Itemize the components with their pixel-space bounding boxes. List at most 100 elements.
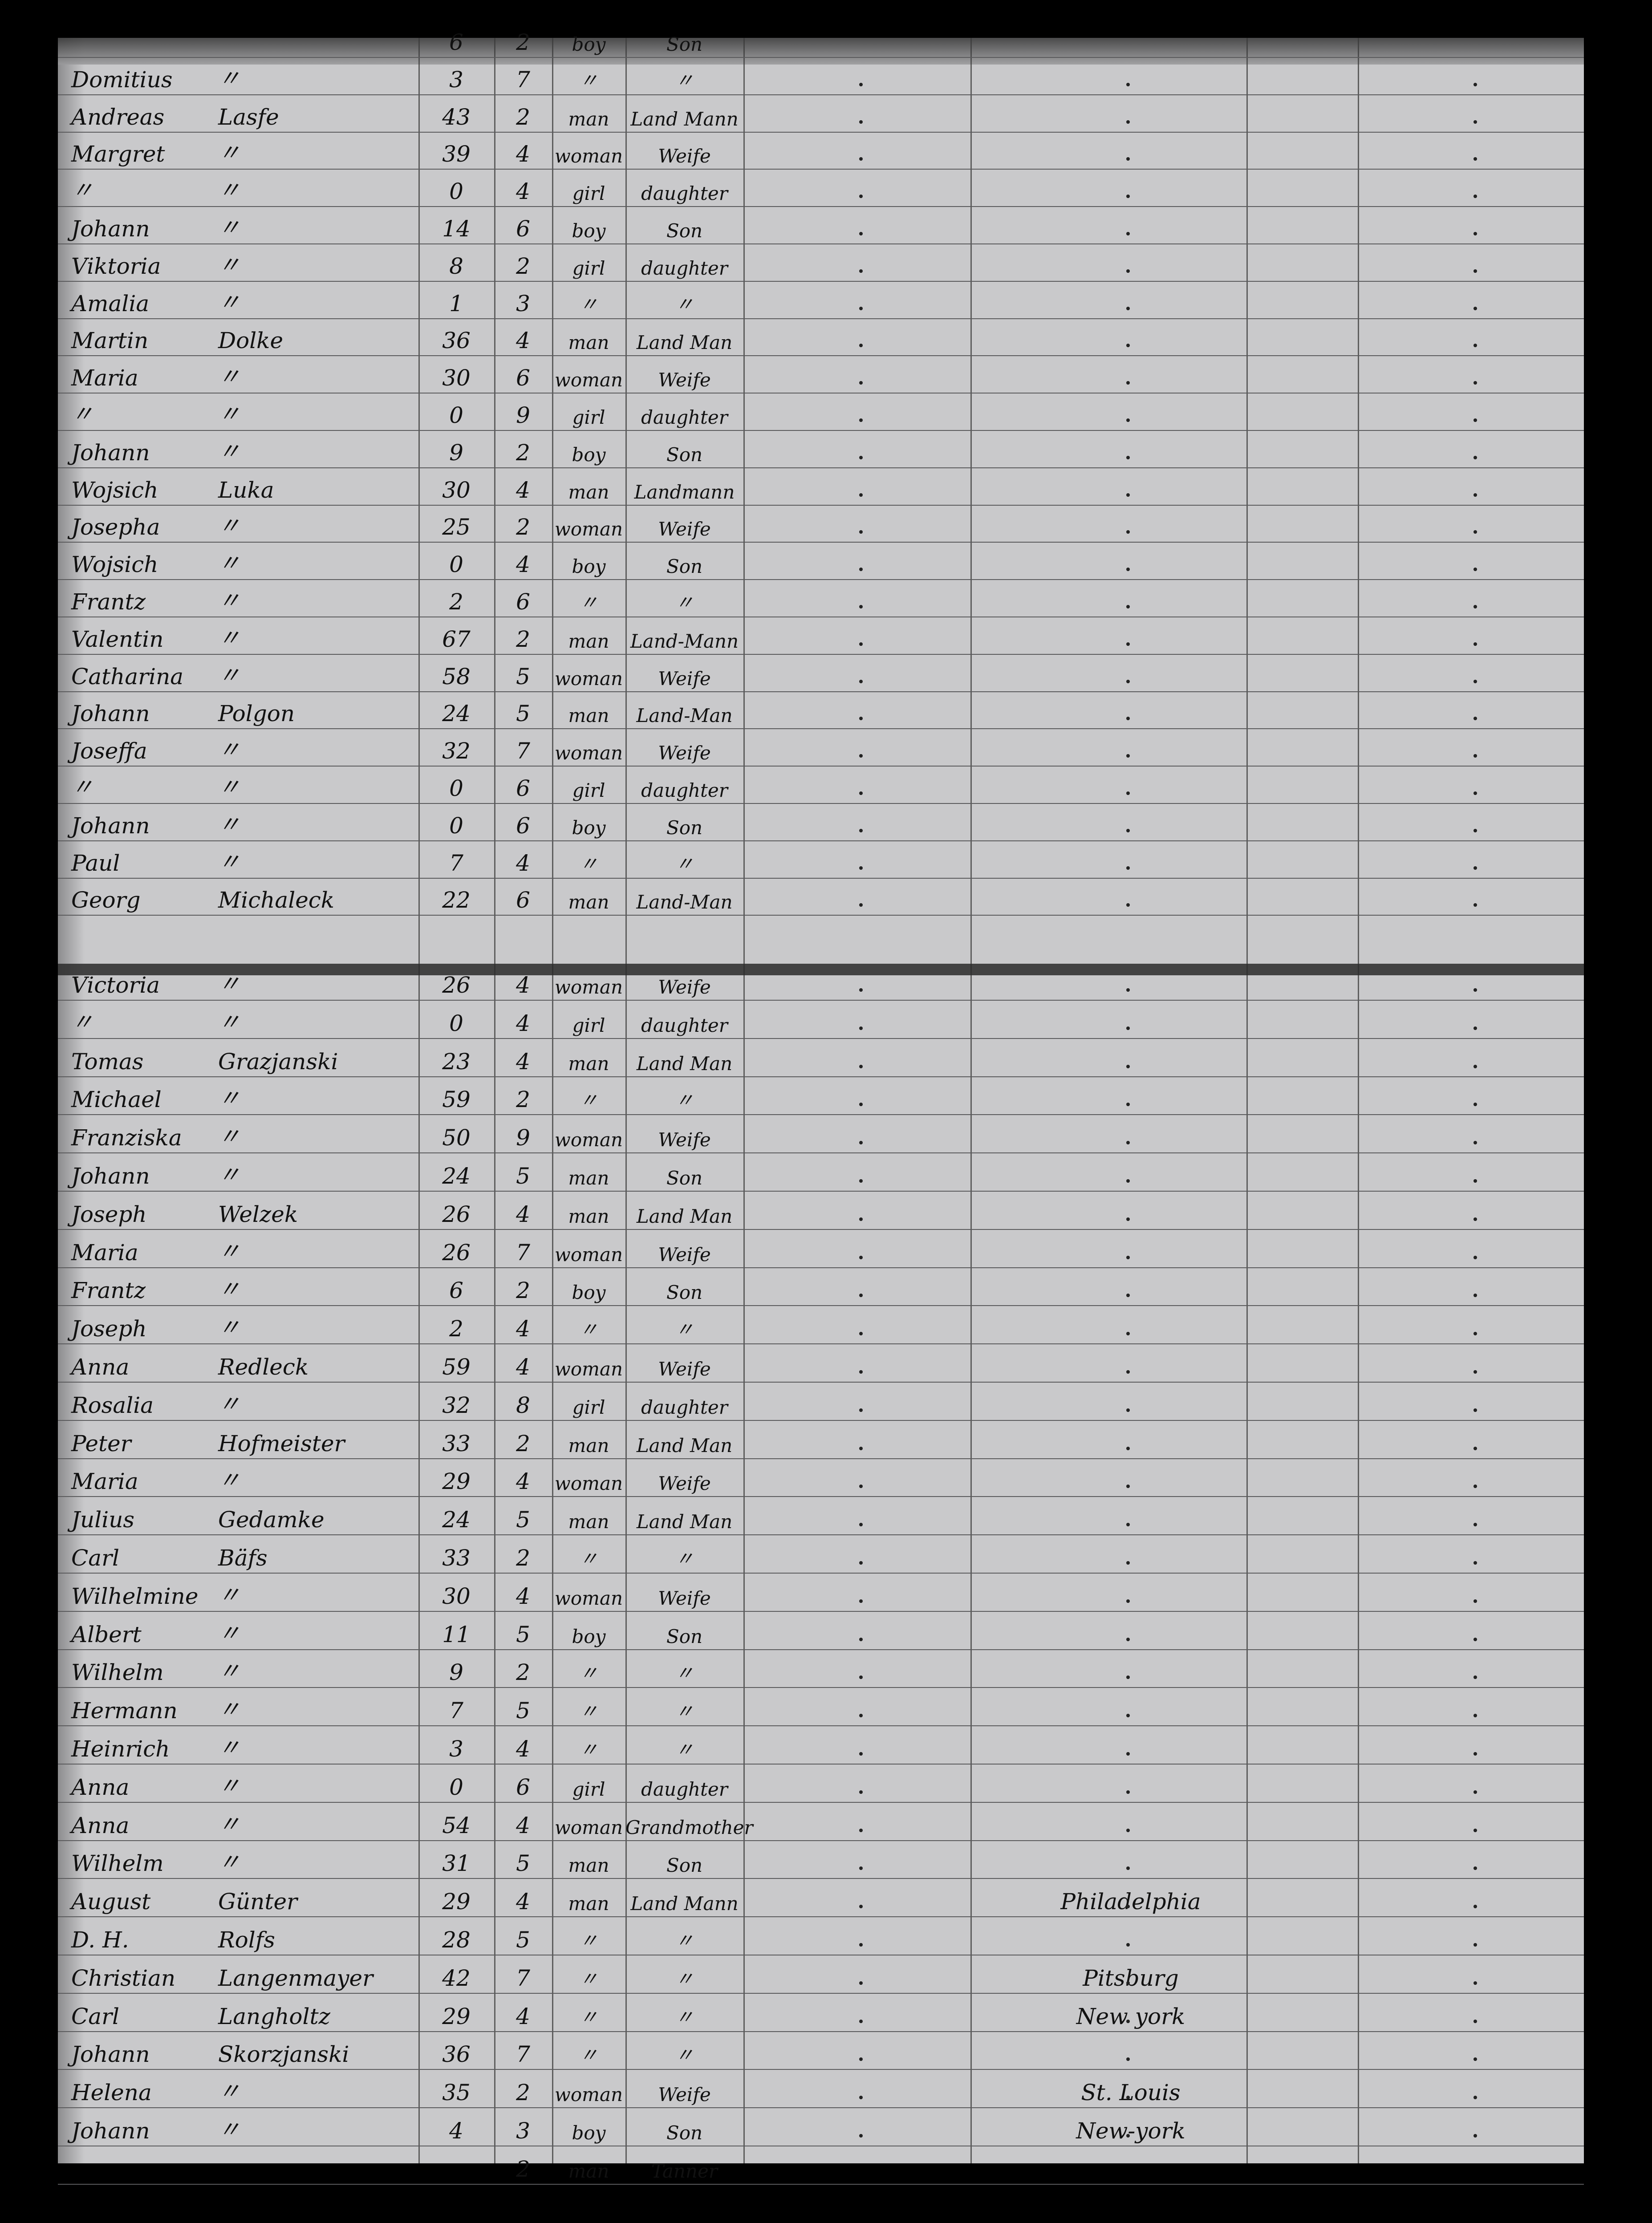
occupation-cell: Weife: [658, 1129, 711, 1151]
ditto-dot: [1473, 381, 1477, 385]
ditto-dot: [1126, 120, 1130, 124]
ditto-dot: [1126, 2019, 1130, 2023]
ditto-dot: [859, 232, 863, 235]
passenger-row: Joseph Welzek 26 4 man Land Man: [58, 1192, 1584, 1230]
number-cell: 4: [516, 477, 530, 503]
sex-cell: girl: [572, 1014, 605, 1036]
sex-cell: woman: [554, 145, 623, 167]
number-cell: 5: [516, 1163, 530, 1189]
first-name-cell: Paul: [71, 850, 120, 876]
first-name-cell: Carl: [71, 1545, 119, 1571]
surname-cell: 〃: [218, 1582, 240, 1608]
ditto-dot: [1126, 455, 1130, 459]
age-cell: 59: [442, 1354, 471, 1380]
age-cell: 9: [449, 439, 463, 466]
ditto-dot: [859, 530, 863, 534]
ditto-dot: [859, 1408, 863, 1412]
ditto-dot: [859, 1370, 863, 1374]
age-cell: 67: [442, 626, 471, 652]
number-cell: 3: [516, 2118, 530, 2144]
occupation-cell: daughter: [641, 257, 728, 279]
surname-cell: Welzek: [218, 1201, 298, 1227]
number-cell: 2: [516, 626, 530, 652]
first-name-cell: Domitius: [71, 66, 173, 93]
ditto-dot: [1126, 1905, 1130, 1909]
number-cell: 4: [516, 1354, 530, 1380]
passenger-row: Heinrich 〃 3 4 〃 〃: [58, 1726, 1584, 1765]
age-cell: 58: [442, 663, 471, 690]
surname-cell: 〃: [218, 2117, 240, 2142]
number-cell: 5: [516, 1507, 530, 1533]
occupation-cell: Weife: [658, 667, 711, 690]
ditto-dot: [1126, 754, 1130, 758]
first-name-cell: August: [71, 1889, 151, 1915]
age-cell: 0: [449, 402, 463, 428]
ditto-dot: [1473, 988, 1477, 992]
age-cell: 33: [442, 1545, 471, 1571]
first-name-cell: Johann: [71, 1163, 150, 1189]
number-cell: 7: [516, 1239, 530, 1266]
sex-cell: woman: [554, 1129, 623, 1151]
number-cell: 4: [516, 2003, 530, 2029]
surname-cell: Hofmeister: [218, 1430, 345, 1456]
passenger-row: Amalia 〃 1 3 〃 〃: [58, 281, 1584, 319]
occupation-cell: daughter: [641, 1778, 728, 1800]
passenger-row: 〃 〃 0 4 girl daughter: [58, 169, 1584, 207]
sex-cell: boy: [572, 1282, 606, 1304]
surname-cell: Polgon: [218, 701, 295, 727]
number-cell: 2: [516, 1430, 530, 1456]
sex-cell: man: [568, 1205, 609, 1227]
passenger-row: Paul 〃 7 4 〃 〃: [58, 840, 1584, 879]
occupation-cell: 〃: [675, 1662, 694, 1684]
ditto-dot: [859, 1637, 863, 1641]
age-cell: 26: [442, 1239, 471, 1266]
ditto-dot: [859, 1599, 863, 1603]
passenger-row: Joseffa 〃 32 7 woman Weife: [58, 728, 1584, 767]
ditto-dot: [1126, 568, 1130, 572]
ditto-dot: [1126, 1255, 1130, 1259]
sex-cell: girl: [572, 257, 605, 279]
passenger-row: Valentin 〃 67 2 man Land-Mann: [58, 617, 1584, 655]
ditto-dot: [1126, 381, 1130, 385]
age-cell: 26: [442, 972, 471, 998]
surname-cell: 〃: [218, 252, 240, 278]
surname-cell: Langenmayer: [218, 1965, 373, 1991]
age-cell: 2: [449, 1316, 463, 1342]
occupation-cell: 〃: [675, 1967, 694, 1990]
first-name-cell: Johann: [71, 812, 150, 839]
age-cell: 42: [442, 1965, 471, 1991]
ditto-dot: [859, 1217, 863, 1221]
ditto-dot: [1473, 1790, 1477, 1794]
ditto-dot: [1126, 1675, 1130, 1679]
ditto-dot: [859, 306, 863, 310]
first-name-cell: Andreas: [71, 104, 165, 130]
occupation-cell: 〃: [675, 2044, 694, 2066]
number-cell: 3: [516, 290, 530, 316]
ditto-dot: [1126, 717, 1130, 721]
surname-cell: 〃: [218, 774, 240, 800]
ditto-dot: [1473, 1370, 1477, 1374]
ditto-dot: [1473, 1981, 1477, 1985]
number-cell: 6: [516, 812, 530, 839]
first-name-cell: Wojsich: [71, 552, 158, 578]
age-cell: 24: [442, 701, 471, 727]
age-cell: 50: [442, 1125, 471, 1151]
occupation-cell: Weife: [658, 369, 711, 391]
ditto-dot: [859, 1981, 863, 1985]
sex-cell: 〃: [579, 1548, 598, 1570]
sex-cell: man: [568, 630, 609, 652]
number-cell: 5: [516, 1850, 530, 1877]
ditto-dot: [859, 1179, 863, 1183]
ditto-dot: [1126, 1141, 1130, 1145]
sex-cell: man: [568, 332, 609, 354]
sex-cell: girl: [572, 1396, 605, 1418]
age-cell: 23: [442, 1048, 471, 1075]
ditto-dot: [859, 1141, 863, 1145]
passenger-row: Wilhelm 〃 31 5 man Son: [58, 1841, 1584, 1879]
surname-cell: 〃: [218, 1391, 240, 1417]
ditto-dot: [1473, 493, 1477, 497]
occupation-cell: Land-Mann: [630, 630, 739, 652]
ditto-dot: [1473, 2019, 1477, 2023]
surname-cell: 〃: [218, 1849, 240, 1875]
occupation-cell: 〃: [675, 1548, 694, 1570]
